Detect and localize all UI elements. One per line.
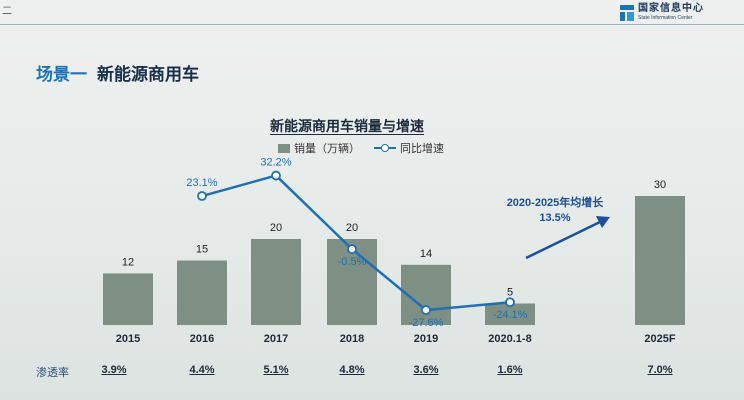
penetration-value: 7.0% bbox=[647, 364, 673, 376]
growth-label: -0.5% bbox=[338, 256, 367, 268]
category-label: 2015 bbox=[116, 333, 140, 345]
growth-label: 23.1% bbox=[186, 177, 217, 189]
growth-point bbox=[421, 305, 431, 316]
legend-line-label: 同比增速 bbox=[400, 143, 444, 155]
corner-text: 二 bbox=[2, 6, 12, 17]
chart-title: 新能源商用车销量与增速 bbox=[270, 118, 424, 134]
legend-bar-swatch bbox=[278, 143, 290, 153]
penetration-value: 5.1% bbox=[263, 364, 289, 376]
category-label: 2025F bbox=[644, 333, 675, 345]
section-name: 新能源商用车 bbox=[97, 65, 199, 84]
bar-value-label: 15 bbox=[196, 244, 208, 256]
penetration-value: 4.8% bbox=[339, 364, 365, 376]
penetration-label: 渗透率 bbox=[36, 367, 69, 379]
growth-label: -24.1% bbox=[493, 309, 528, 321]
bar-value-label: 20 bbox=[346, 222, 358, 234]
growth-annotation: 2020-2025年均增长13.5% bbox=[506, 197, 604, 224]
bar bbox=[103, 273, 153, 325]
penetration-value: 3.6% bbox=[413, 364, 439, 376]
logo-icon bbox=[620, 4, 634, 21]
penetration-value: 1.6% bbox=[497, 364, 523, 376]
bar bbox=[177, 260, 227, 325]
bar bbox=[485, 303, 535, 325]
trend-arrow-line bbox=[525, 220, 601, 260]
bar bbox=[251, 239, 301, 325]
growth-point bbox=[347, 244, 357, 255]
category-label: 2020.1-8 bbox=[488, 333, 531, 345]
legend-bar-label: 销量（万辆） bbox=[294, 143, 360, 155]
bar-value-label: 20 bbox=[270, 222, 282, 234]
logo-en: State Information Center bbox=[638, 15, 693, 21]
penetration-value: 4.4% bbox=[189, 364, 215, 376]
legend-line-swatch bbox=[374, 143, 396, 153]
growth-label: 32.2% bbox=[260, 157, 291, 169]
growth-label: -27.6% bbox=[409, 317, 444, 329]
section-title: 场景一 新能源商用车 bbox=[36, 60, 199, 85]
state-information-center-logo: 国家信息中心 State Information Center bbox=[620, 4, 704, 21]
bar-value-label: 5 bbox=[507, 287, 513, 299]
category-label: 2016 bbox=[190, 333, 214, 345]
penetration-row: 渗透率 3.9% 4.4% 5.1% 4.8% 3.6% 1.6% 7.0% bbox=[0, 362, 744, 382]
logo-cn: 国家信息中心 bbox=[638, 3, 704, 14]
trend-arrow-head bbox=[596, 216, 610, 228]
category-label: 2017 bbox=[264, 333, 288, 345]
section-prefix: 场景一 bbox=[36, 65, 87, 84]
header-rule bbox=[0, 24, 744, 25]
bar bbox=[635, 196, 685, 325]
penetration-value: 3.9% bbox=[101, 364, 127, 376]
category-label: 2018 bbox=[340, 333, 364, 345]
bar-value-label: 30 bbox=[654, 179, 666, 191]
bar-value-label: 12 bbox=[122, 256, 134, 268]
growth-point bbox=[505, 297, 515, 308]
bar-value-label: 14 bbox=[420, 248, 432, 260]
growth-point bbox=[271, 170, 281, 181]
category-label: 2019 bbox=[414, 333, 438, 345]
chart-legend: 销量（万辆） 同比增速 bbox=[278, 140, 444, 156]
growth-point bbox=[197, 191, 207, 201]
